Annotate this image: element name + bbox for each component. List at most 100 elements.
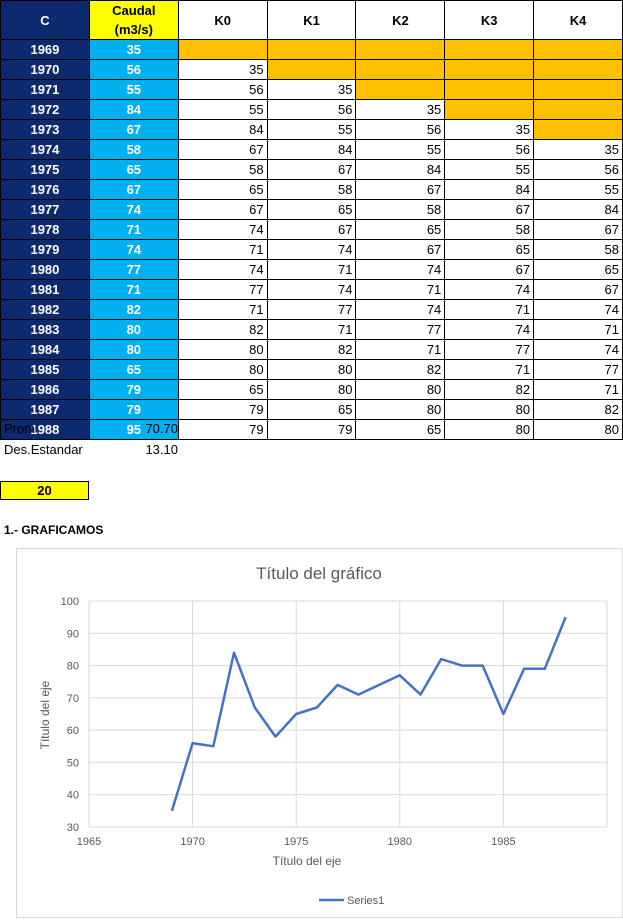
k2-cell: 80 — [355, 399, 446, 420]
table-row: 1983 80 82 71 77 74 71 — [0, 319, 623, 340]
caudal-cell: 80 — [88, 339, 179, 360]
k0-cell: 67 — [177, 199, 268, 220]
k2-cell: 84 — [355, 159, 446, 180]
x-tick-label: 1970 — [180, 836, 204, 848]
k2-cell: 67 — [355, 239, 446, 260]
highlight-value-cell: 20 — [0, 481, 89, 500]
table-row: 1972 84 55 56 35 — [0, 99, 623, 120]
header-k2: K2 — [355, 0, 446, 40]
k0-cell: 84 — [177, 119, 268, 140]
table-row: 1981 71 77 74 71 74 67 — [0, 279, 623, 300]
k3-cell: 55 — [444, 159, 535, 180]
year-cell: 1977 — [0, 199, 90, 220]
caudal-cell: 67 — [88, 179, 179, 200]
year-cell: 1982 — [0, 299, 90, 320]
table-row: 1973 67 84 55 56 35 — [0, 119, 623, 140]
k3-cell — [444, 99, 535, 120]
y-tick-label: 60 — [67, 725, 79, 737]
caudal-cell: 35 — [88, 39, 179, 60]
k0-cell: 56 — [177, 79, 268, 100]
k2-cell: 55 — [355, 139, 446, 160]
k0-cell: 71 — [177, 239, 268, 260]
caudal-cell: 71 — [88, 279, 179, 300]
year-cell: 1975 — [0, 159, 90, 180]
table-row: 1969 35 — [0, 39, 623, 60]
table-row: 1977 74 67 65 58 67 84 — [0, 199, 623, 220]
caudal-cell: 74 — [88, 199, 179, 220]
k3-cell: 71 — [444, 299, 535, 320]
k0-cell: 35 — [177, 59, 268, 80]
k3-cell: 35 — [444, 119, 535, 140]
y-axis-title: Título del eje — [38, 680, 52, 749]
k4-cell: 71 — [533, 319, 623, 340]
table-row: 1987 79 79 65 80 80 82 — [0, 399, 623, 420]
k1-cell: 58 — [266, 179, 357, 200]
prom-row: Prom 70.70 — [0, 421, 178, 441]
k2-cell — [355, 39, 446, 60]
k1-cell: 82 — [266, 339, 357, 360]
k0-cell: 79 — [177, 399, 268, 420]
k1-cell: 65 — [266, 199, 357, 220]
y-tick-label: 80 — [67, 661, 79, 673]
k2-cell: 67 — [355, 179, 446, 200]
k0-cell: 77 — [177, 279, 268, 300]
k1-cell: 74 — [266, 279, 357, 300]
data-table: C Caudal (m3/s) K0 K1 K2 K3 K4 1969 35 197… — [0, 0, 623, 440]
k0-cell: 79 — [177, 419, 268, 440]
chart-svg: Título del gráfico 30 40 50 60 70 80 90 100 196… — [38, 564, 608, 907]
k1-cell: 67 — [266, 219, 357, 240]
caudal-cell: 84 — [88, 99, 179, 120]
caudal-cell: 95 — [88, 419, 179, 440]
k3-cell: 67 — [444, 259, 535, 280]
k1-cell: 84 — [266, 139, 357, 160]
caudal-cell: 67 — [88, 119, 179, 140]
header-k1: K1 — [266, 0, 357, 40]
table-row: 1975 65 58 67 84 55 56 — [0, 159, 623, 180]
k1-cell: 67 — [266, 159, 357, 180]
chart-grid — [88, 600, 608, 828]
header-k4: K4 — [533, 0, 623, 40]
year-cell: 1981 — [0, 279, 90, 300]
k4-cell: 82 — [533, 399, 623, 420]
k1-cell: 35 — [266, 79, 357, 100]
k2-cell: 58 — [355, 199, 446, 220]
k2-cell: 77 — [355, 319, 446, 340]
k1-cell — [266, 39, 357, 60]
y-tick-labels: 30 40 50 60 70 80 90 100 — [61, 596, 79, 834]
k3-cell: 65 — [444, 239, 535, 260]
line-chart: Título del gráfico 30 40 50 60 70 80 90 100 196… — [16, 548, 623, 918]
legend-label-series1: Series1 — [347, 895, 384, 907]
k1-cell: 71 — [266, 259, 357, 280]
header-k0: K0 — [177, 0, 268, 40]
x-tick-label: 1980 — [388, 836, 412, 848]
k4-cell: 74 — [533, 299, 623, 320]
k1-cell: 80 — [266, 379, 357, 400]
k4-cell — [533, 119, 623, 140]
caudal-cell: 65 — [88, 359, 179, 380]
k0-cell: 82 — [177, 319, 268, 340]
k4-cell: 35 — [533, 139, 623, 160]
k4-cell — [533, 59, 623, 80]
table-row: 1974 58 67 84 55 56 35 — [0, 139, 623, 160]
k0-cell: 71 — [177, 299, 268, 320]
k2-cell: 71 — [355, 279, 446, 300]
k1-cell — [266, 59, 357, 80]
k4-cell: 71 — [533, 379, 623, 400]
caudal-cell: 79 — [88, 399, 179, 420]
series-group — [170, 616, 567, 812]
k2-cell: 65 — [355, 219, 446, 240]
k4-cell: 55 — [533, 179, 623, 200]
k4-cell: 77 — [533, 359, 623, 380]
year-cell: 1984 — [0, 339, 90, 360]
k3-cell: 56 — [444, 139, 535, 160]
k4-cell: 84 — [533, 199, 623, 220]
y-tick-label: 50 — [67, 757, 79, 769]
k3-cell: 67 — [444, 199, 535, 220]
caudal-cell: 71 — [88, 219, 179, 240]
k4-cell — [533, 79, 623, 100]
table-row: 1970 56 35 — [0, 59, 623, 80]
k1-cell: 65 — [266, 399, 357, 420]
year-cell: 1973 — [0, 119, 90, 140]
year-cell: 1969 — [0, 39, 90, 60]
year-cell: 1976 — [0, 179, 90, 200]
